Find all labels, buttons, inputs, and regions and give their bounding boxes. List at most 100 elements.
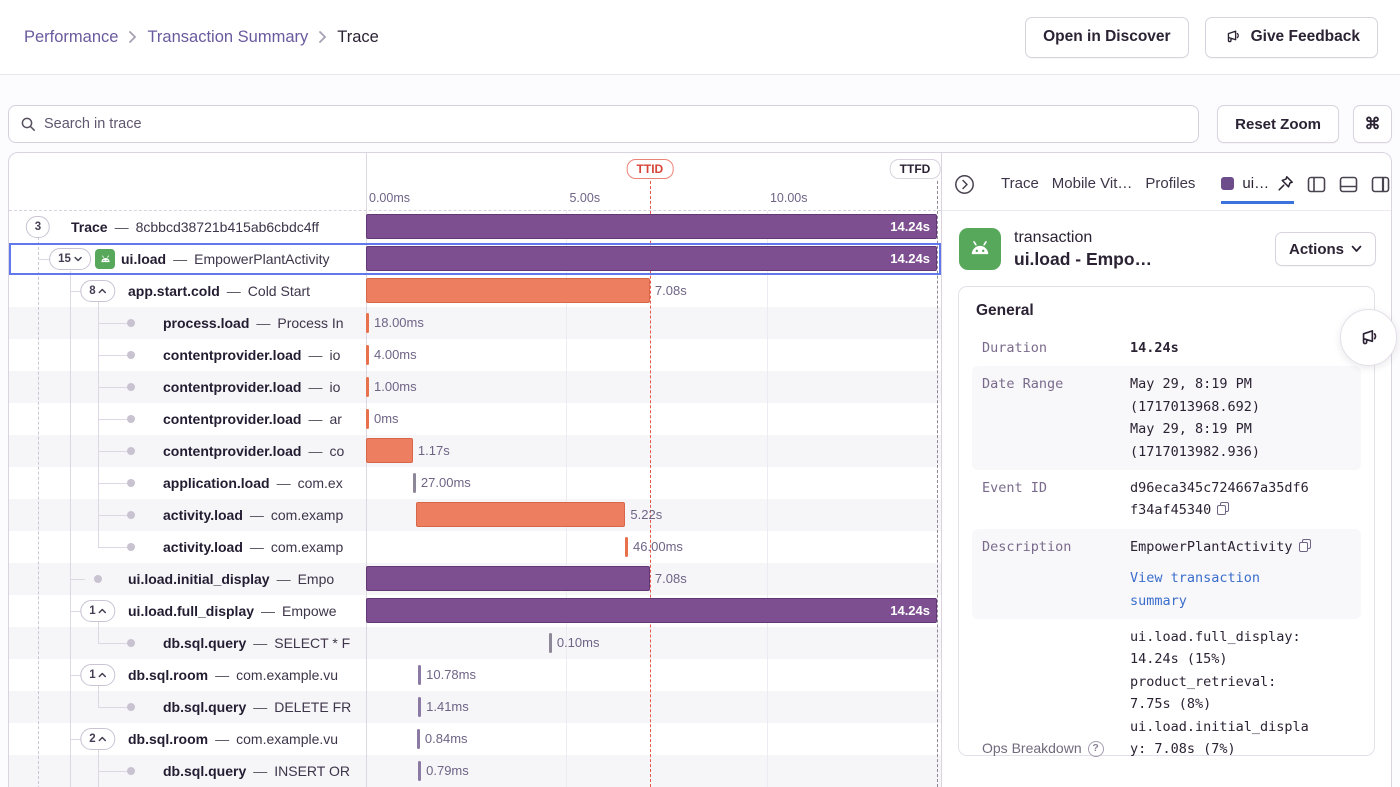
span-bar[interactable]: [412, 473, 416, 493]
field-label: Date Range: [982, 376, 1064, 393]
trace-row-contentprovider.load[interactable]: 1.17s contentprovider.load — co: [9, 435, 941, 467]
trace-row-db.sql.query[interactable]: 1.41ms db.sql.query — DELETE FR: [9, 691, 941, 723]
open-in-discover-label: Open in Discover: [1043, 28, 1171, 45]
field-event-id: Event ID d96eca345c724667a35df6f34af45340: [972, 470, 1361, 529]
span-bar[interactable]: [366, 278, 650, 303]
trace-row-application.load[interactable]: 27.00ms application.load — com.ex: [9, 467, 941, 499]
breadcrumb-transaction-summary[interactable]: Transaction Summary: [147, 27, 309, 46]
span-rows: 14.24s 3 Trace —8cbbcd38721b415ab6cbdc4ff 14…: [9, 211, 941, 787]
child-count-badge[interactable]: 8: [80, 280, 116, 302]
span-bar[interactable]: [366, 345, 369, 365]
trace-row-db.sql.room[interactable]: 10.78ms 1 db.sql.room — com.example.vu: [9, 659, 941, 691]
span-duration-label: 1.41ms: [426, 699, 469, 714]
trace-row-contentprovider.load[interactable]: 1.00ms contentprovider.load — io: [9, 371, 941, 403]
field-value: d96eca345c724667a35df6f34af45340: [1130, 480, 1309, 519]
trace-row-Trace[interactable]: 14.24s 3 Trace —8cbbcd38721b415ab6cbdc4ff: [9, 211, 941, 243]
span-duration-label: 18.00ms: [374, 315, 424, 330]
span-bar[interactable]: 14.24s: [366, 214, 937, 239]
megaphone-icon: [1357, 327, 1380, 349]
collapse-panel-icon[interactable]: [954, 174, 975, 205]
dock-bottom-icon[interactable]: [1339, 176, 1358, 203]
tab-ui-load-active[interactable]: ui…: [1221, 175, 1295, 204]
span-label: contentprovider.load — ar: [163, 411, 342, 427]
trace-row-db.sql.query[interactable]: 0.10ms db.sql.query — SELECT * F: [9, 627, 941, 659]
search-input[interactable]: [44, 116, 1188, 132]
span-label: contentprovider.load — io: [163, 347, 341, 363]
span-duration-label: 14.24s: [890, 603, 930, 618]
reset-zoom-button[interactable]: Reset Zoom: [1217, 105, 1339, 143]
feedback-float-button[interactable]: [1340, 309, 1397, 366]
span-bar[interactable]: [366, 566, 650, 591]
timeline-header: 0.00ms 5.00s 10.00s: [9, 153, 941, 211]
ttid-marker-badge[interactable]: TTID: [626, 159, 674, 179]
pin-icon[interactable]: [1277, 175, 1294, 192]
trace-row-process.load[interactable]: 18.00ms process.load — Process In: [9, 307, 941, 339]
span-duration-label: 0.79ms: [426, 763, 469, 778]
child-count-badge[interactable]: 2: [80, 728, 116, 750]
tab-mobile-vitals[interactable]: Mobile Vit…: [1051, 175, 1133, 192]
leaf-node-dot: [127, 511, 135, 519]
span-label: db.sql.room — com.example.vu: [128, 731, 339, 747]
span-duration-label: 7.08s: [654, 571, 687, 586]
trace-row-contentprovider.load[interactable]: 4.00ms contentprovider.load — io: [9, 339, 941, 371]
child-count-badge[interactable]: 15: [49, 248, 91, 270]
copy-icon[interactable]: [1217, 502, 1230, 516]
child-count-badge[interactable]: 3: [25, 216, 51, 238]
child-count-badge[interactable]: 1: [80, 600, 116, 622]
trace-row-db.sql.room[interactable]: 0.84ms 2 db.sql.room — com.example.vu: [9, 723, 941, 755]
span-bar[interactable]: [366, 377, 369, 397]
search-bar[interactable]: [8, 105, 1200, 143]
span-bar[interactable]: [418, 761, 422, 781]
leaf-node-dot: [127, 447, 135, 455]
tab-profiles[interactable]: Profiles: [1145, 175, 1196, 192]
top-navigation-bar: Performance Transaction Summary Trace Op…: [0, 0, 1400, 75]
span-bar[interactable]: [416, 729, 420, 749]
span-label: activity.load — com.examp: [163, 539, 344, 555]
trace-waterfall: 0.00ms 5.00s 10.00s TTID TTFD 14.24s 3 Trace —…: [9, 153, 941, 787]
span-bar[interactable]: [418, 697, 422, 717]
span-bar[interactable]: [548, 633, 552, 653]
tab-trace[interactable]: Trace: [1001, 175, 1039, 192]
shortcut-command-button[interactable]: ⌘: [1353, 105, 1392, 143]
open-in-discover-button[interactable]: Open in Discover: [1025, 16, 1189, 58]
leaf-node-dot: [127, 351, 135, 359]
give-feedback-button[interactable]: Give Feedback: [1204, 16, 1378, 58]
view-transaction-summary-link[interactable]: View transaction summary: [1130, 570, 1261, 609]
dock-right-icon[interactable]: [1371, 176, 1390, 203]
span-bar[interactable]: [418, 665, 422, 685]
copy-icon[interactable]: [1298, 538, 1311, 552]
span-bar[interactable]: [625, 537, 629, 557]
trace-row-activity.load[interactable]: 46.00ms activity.load — com.examp: [9, 531, 941, 563]
help-icon[interactable]: ?: [1087, 740, 1104, 757]
breadcrumb-performance[interactable]: Performance: [24, 27, 119, 46]
field-value: EmpowerPlantActivity View transaction sum…: [1130, 536, 1312, 612]
trace-row-ui.load.initial_display[interactable]: 7.08s ui.load.initial_display — Empo: [9, 563, 941, 595]
dock-left-icon[interactable]: [1307, 176, 1326, 203]
ttfd-marker-badge[interactable]: TTFD: [889, 159, 941, 179]
actions-button[interactable]: Actions: [1274, 232, 1376, 266]
tree-timeline-divider[interactable]: [366, 153, 367, 787]
trace-row-db.sql.query[interactable]: 0.79ms db.sql.query — INSERT OR: [9, 755, 941, 787]
trace-row-contentprovider.load[interactable]: 0ms contentprovider.load — ar: [9, 403, 941, 435]
child-count-badge[interactable]: 1: [80, 664, 116, 686]
trace-row-ui.load.full_display[interactable]: 14.24s 1 ui.load.full_display — Empowe: [9, 595, 941, 627]
trace-view-container: 0.00ms 5.00s 10.00s TTID TTFD 14.24s 3 Trace —…: [8, 152, 1392, 787]
span-duration-label: 5.22s: [630, 507, 663, 522]
breadcrumb: Performance Transaction Summary Trace: [24, 28, 379, 47]
timeline-tick-label: 10.00s: [769, 191, 808, 205]
span-bar[interactable]: 14.24s: [366, 246, 937, 271]
span-bar[interactable]: [366, 438, 413, 463]
trace-row-activity.load[interactable]: 5.22s activity.load — com.examp: [9, 499, 941, 531]
span-duration-label: 1.00ms: [374, 379, 417, 394]
leaf-node-dot: [127, 415, 135, 423]
span-bar[interactable]: [416, 502, 626, 527]
span-bar[interactable]: [366, 409, 369, 429]
span-bar[interactable]: [366, 313, 369, 333]
span-label: db.sql.room — com.example.vu: [128, 667, 339, 683]
leaf-node-dot: [127, 383, 135, 391]
span-bar[interactable]: 14.24s: [366, 598, 937, 623]
trace-row-ui.load[interactable]: 14.24s 15 ui.load — EmpowerPlantActivity: [9, 243, 941, 275]
field-value: ui.load.full_display: 14.24s (15%) produc…: [1130, 629, 1309, 758]
search-icon: [20, 116, 36, 132]
trace-row-app.start.cold[interactable]: 7.08s 8 app.start.cold — Cold Start: [9, 275, 941, 307]
